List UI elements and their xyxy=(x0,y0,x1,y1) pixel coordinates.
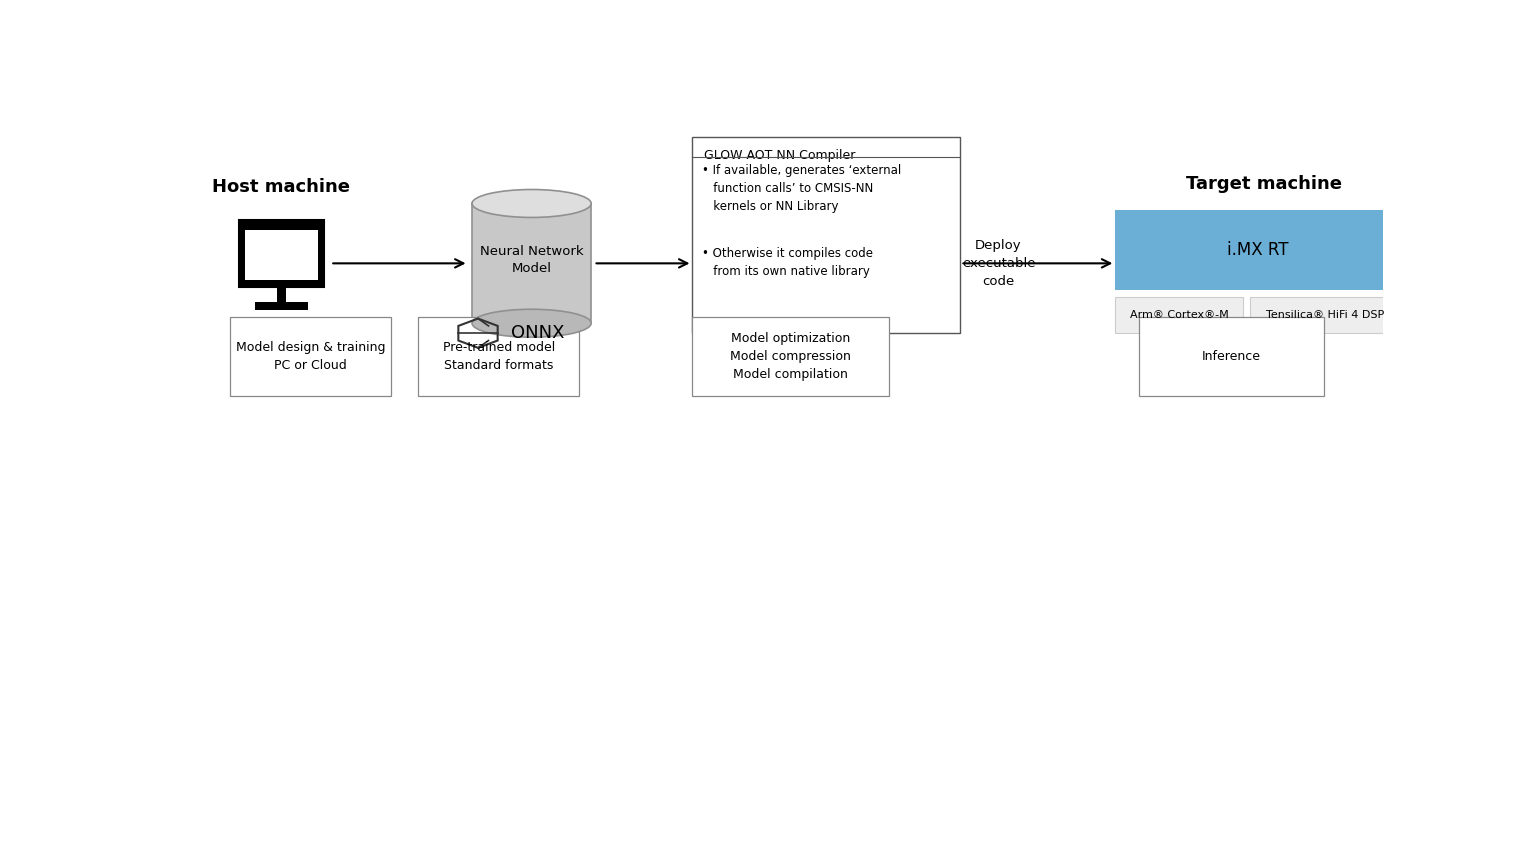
Text: Deploy
executable
code: Deploy executable code xyxy=(962,238,1036,288)
Text: ONNX: ONNX xyxy=(512,324,566,342)
Bar xyxy=(472,203,592,323)
Text: Host machine: Host machine xyxy=(212,178,350,196)
Text: Arm® Cortex®-M: Arm® Cortex®-M xyxy=(1130,310,1228,320)
Bar xyxy=(418,316,579,397)
Bar xyxy=(692,137,961,334)
Text: Inference: Inference xyxy=(1202,350,1260,363)
Bar xyxy=(238,220,324,287)
Text: • Otherwise it compiles code
   from its own native library: • Otherwise it compiles code from its ow… xyxy=(702,247,873,277)
Bar xyxy=(277,285,286,303)
Ellipse shape xyxy=(472,189,592,218)
Text: Model design & training
PC or Cloud: Model design & training PC or Cloud xyxy=(235,341,386,372)
Bar xyxy=(1116,296,1243,334)
Text: GLOW AOT NN Compiler: GLOW AOT NN Compiler xyxy=(704,149,856,162)
Text: • If available, generates ‘external
   function calls’ to CMSIS-NN
   kernels or: • If available, generates ‘external func… xyxy=(702,163,901,213)
Text: Model optimization
Model compression
Model compilation: Model optimization Model compression Mod… xyxy=(730,332,851,381)
Text: i.MX RT: i.MX RT xyxy=(1228,241,1290,259)
Ellipse shape xyxy=(472,309,592,337)
Bar xyxy=(1116,210,1402,290)
Bar xyxy=(692,316,888,397)
Bar xyxy=(1250,296,1402,334)
Text: Tensilica® HiFi 4 DSP: Tensilica® HiFi 4 DSP xyxy=(1266,310,1385,320)
Bar xyxy=(255,302,307,310)
Bar xyxy=(231,316,390,397)
Text: Target machine: Target machine xyxy=(1187,175,1342,193)
Text: Neural Network
Model: Neural Network Model xyxy=(480,245,584,275)
Text: Pre-trained model
Standard formats: Pre-trained model Standard formats xyxy=(443,341,555,372)
Bar xyxy=(244,230,318,280)
Bar xyxy=(1139,316,1323,397)
